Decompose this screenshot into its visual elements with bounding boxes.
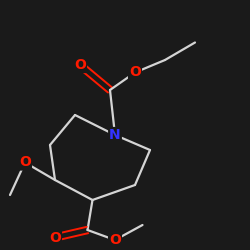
Text: O: O <box>129 66 141 80</box>
Text: O: O <box>74 58 86 72</box>
Text: O: O <box>109 233 121 247</box>
Text: N: N <box>109 128 121 142</box>
Text: O: O <box>49 230 61 244</box>
Text: O: O <box>19 156 31 170</box>
